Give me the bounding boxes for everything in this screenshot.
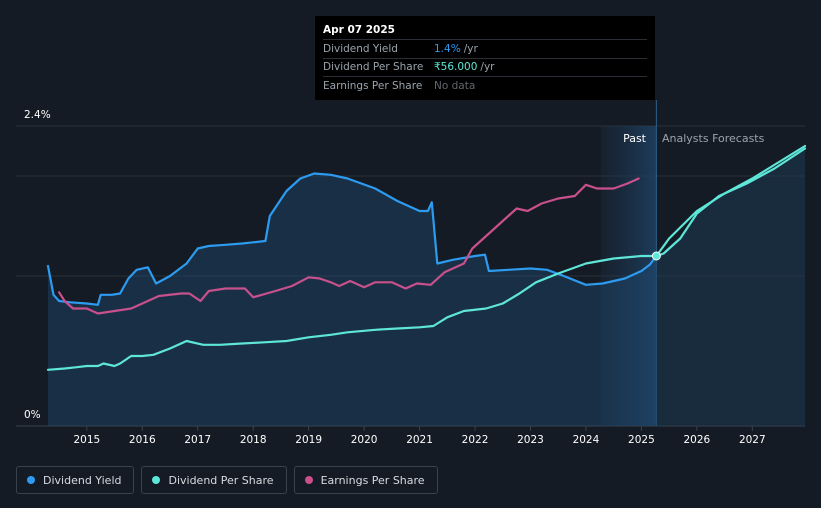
legend-label: Earnings Per Share	[320, 473, 425, 487]
tooltip-label: Dividend Per Share	[323, 61, 424, 74]
x-tick-label: 2017	[184, 434, 211, 446]
legend-label: Dividend Per Share	[168, 473, 274, 487]
tooltip-row-earnings-per-share: Earnings Per Share No data	[323, 76, 647, 95]
tooltip-unit: /yr	[480, 61, 495, 74]
forecast-region-label: Analysts Forecasts	[662, 132, 765, 145]
current-value-marker	[651, 251, 661, 261]
legend-label: Dividend Yield	[43, 473, 122, 487]
legend-dot-icon	[304, 476, 313, 484]
x-tick-label: 2027	[739, 434, 766, 446]
legend-dot-icon	[27, 476, 35, 484]
legend-item-dividend-yield[interactable]: Dividend Yield	[16, 466, 135, 494]
x-tick-label: 2021	[406, 434, 433, 446]
forecast-area	[656, 148, 805, 426]
tooltip-value: No data	[434, 79, 476, 92]
x-axis: 2015 2016 2017 2018 2019 2020 2021 2022 2023 2024…	[73, 426, 766, 446]
legend-item-dividend-per-share[interactable]: Dividend Per Share	[141, 466, 287, 494]
tooltip-unit: /yr	[463, 42, 478, 55]
x-tick-label: 2025	[628, 434, 655, 446]
dividend-yield-area	[48, 173, 657, 426]
x-tick-label: 2024	[573, 434, 600, 446]
x-tick-label: 2019	[295, 434, 322, 446]
tooltip-label: Earnings Per Share	[323, 79, 423, 92]
x-tick-label: 2022	[462, 434, 489, 446]
chart-legend: Dividend Yield Dividend Per Share Earnin…	[16, 466, 438, 494]
tooltip-date: Apr 07 2025	[323, 24, 395, 36]
tooltip-value: ₹56.000	[434, 61, 478, 74]
x-tick-label: 2016	[129, 434, 156, 446]
x-tick-label: 2023	[517, 434, 544, 446]
dividend-yield-line	[46, 172, 658, 306]
x-tick-label: 2020	[351, 434, 378, 446]
series-lines	[46, 144, 807, 426]
x-tick-label: 2026	[683, 434, 710, 446]
tooltip-row-dividend-per-share: Dividend Per Share ₹56.000 /yr	[323, 57, 647, 77]
legend-dot-icon	[152, 476, 161, 484]
earnings-per-share-line	[58, 177, 640, 315]
x-tick-label: 2015	[73, 434, 100, 446]
tooltip-value: 1.4%	[434, 42, 461, 55]
legend-item-earnings-per-share[interactable]: Earnings Per Share	[293, 466, 438, 494]
chart-tooltip: Apr 07 2025 Dividend Yield 1.4% /yr Divi…	[315, 16, 655, 100]
tooltip-label: Dividend Yield	[323, 42, 398, 55]
past-region-label: Past	[623, 132, 647, 145]
tooltip-row-dividend-yield: Dividend Yield 1.4% /yr	[323, 39, 647, 58]
y-axis-min-label: 0%	[24, 409, 41, 421]
y-axis-max-label: 2.4%	[24, 109, 51, 121]
x-tick-label: 2018	[240, 434, 267, 446]
dividend-per-share-forecast-line	[655, 144, 807, 258]
